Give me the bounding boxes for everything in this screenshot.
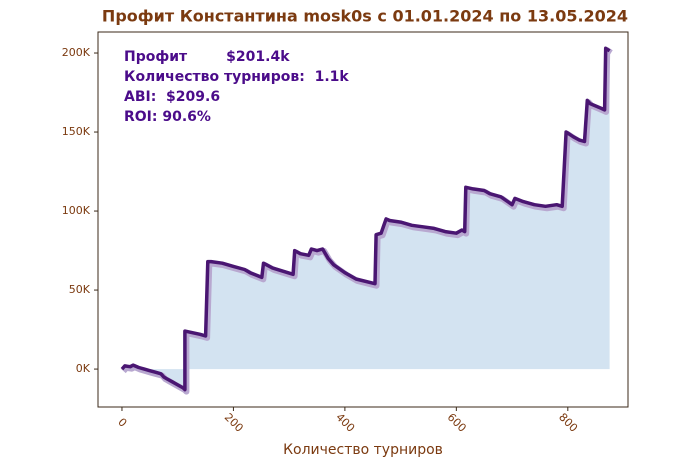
annotation: ROI: 90.6% [124,109,211,125]
x-axis-label: Количество турниров [283,442,443,458]
x-tick-label: 800 [556,411,580,435]
y-tick-label: 50K [69,283,91,296]
annotation: ABI: $209.6 [124,89,220,105]
line [120,46,611,392]
x-tick-label: 600 [445,411,469,435]
x-tick-label: 400 [333,411,357,435]
x-tick-label: 0 [115,416,129,430]
y-tick-label: 150K [62,125,91,138]
annotation: Количество турниров: 1.1k [124,69,349,85]
chart-title: Профит Константина mosk0s с 01.01.2024 п… [102,7,628,26]
y-tick-label: 200K [62,46,91,59]
area [122,48,610,390]
annotation: Профит $201.4k [124,49,290,65]
x-tick-label: 200 [222,411,246,435]
y-tick-label: 100K [62,204,91,217]
plot-frame [97,31,629,408]
y-tick-label: 0K [76,362,91,375]
